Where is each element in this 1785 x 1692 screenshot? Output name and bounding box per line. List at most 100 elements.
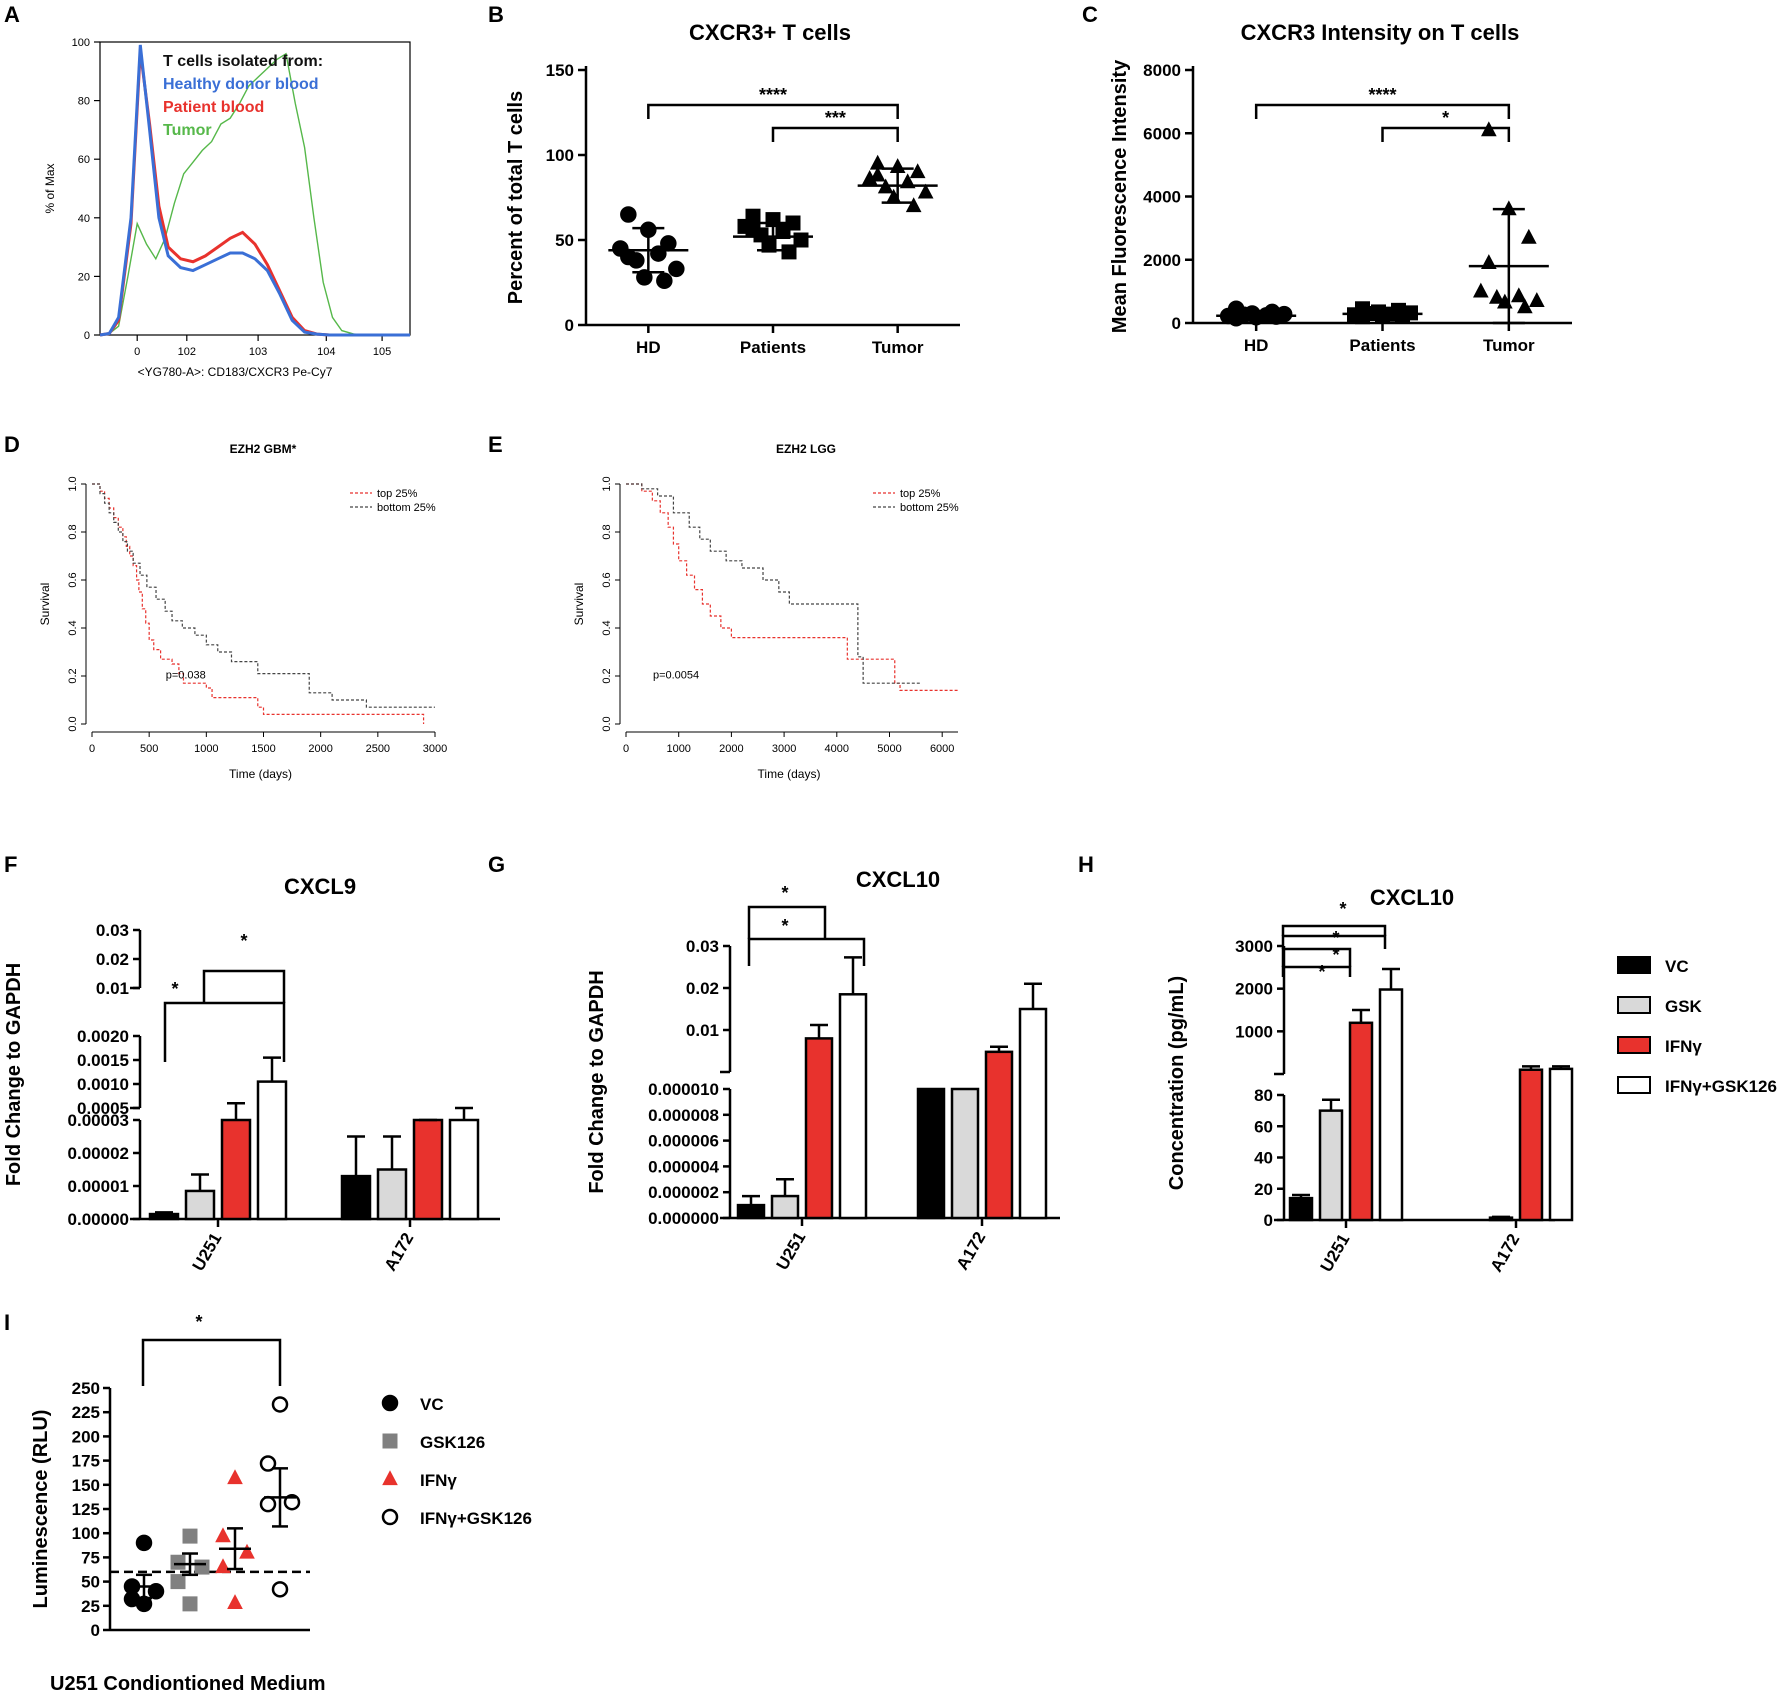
y-tick-label: 0.0005	[77, 1099, 129, 1118]
legend-entry: Tumor	[163, 122, 212, 139]
x-tick-label: 3000	[772, 743, 796, 755]
data-point	[215, 1527, 231, 1543]
x-axis-label: <YG780-A>: CD183/CXCR3 Pe-Cy7	[138, 365, 333, 379]
y-axis-label: Percent of total T cells	[505, 91, 527, 304]
chart-title: CXCL10	[1370, 885, 1454, 910]
data-point	[147, 1583, 165, 1600]
y-tick-label: 0	[91, 1621, 100, 1640]
panel-label-b: B	[488, 2, 504, 27]
y-tick-label: 40	[1254, 1149, 1273, 1168]
bar	[220, 1118, 252, 1221]
significance-bracket	[1281, 965, 1352, 977]
data-point	[775, 224, 791, 239]
y-tick-label: 0	[84, 330, 90, 342]
x-tick-label: 2000	[308, 743, 332, 755]
y-tick-label: 0.000008	[648, 1106, 719, 1125]
y-tick-label: 0.000004	[648, 1157, 719, 1176]
data-point	[668, 260, 685, 278]
y-tick-label: 0	[1264, 1211, 1273, 1230]
y-axis-label: Luminescence (RLU)	[30, 1410, 52, 1609]
x-tick-label: HD	[1244, 336, 1269, 355]
y-tick-label: 25	[81, 1597, 100, 1616]
y-tick-label: 0.0	[601, 716, 613, 731]
bar	[1348, 1021, 1374, 1222]
x-tick-label: A172	[953, 1229, 990, 1274]
legend-marker	[381, 1508, 399, 1526]
y-axis-label: Fold Change to GAPDH	[3, 963, 25, 1186]
panel-label-i: I	[4, 1310, 10, 1335]
panel-i-luminescence: 0 25 50 75 100 125 150 175 200 225 250 Luminescence…	[30, 1312, 532, 1692]
bar	[916, 1087, 946, 1220]
y-tick-label: 0	[565, 316, 574, 335]
significance-star: *	[1339, 899, 1346, 919]
x-tick-label: A172	[1487, 1231, 1524, 1276]
significance-star: *	[1332, 928, 1339, 948]
x-tick-label: 6000	[930, 743, 954, 755]
y-tick-label: 0.02	[96, 950, 129, 969]
chart-title: EZH2 LGG	[776, 442, 836, 456]
y-tick-label: 80	[78, 96, 90, 108]
data-point	[650, 245, 667, 262]
y-tick-label: 50	[81, 1573, 100, 1592]
y-tick-label: 20	[1254, 1180, 1273, 1199]
significance-bracket	[647, 103, 899, 119]
x-tick-label: 500	[140, 743, 158, 755]
x-tick-label: Patients	[1349, 336, 1415, 355]
legend-entry: IFNγ	[420, 1471, 457, 1490]
y-tick-label: 0	[1172, 314, 1181, 333]
data-point	[227, 1469, 243, 1485]
x-tick-label: 103	[249, 346, 267, 358]
y-tick-label: 0.000006	[648, 1132, 719, 1151]
y-tick-label: 0.0015	[77, 1051, 129, 1070]
significance-star: *	[240, 931, 247, 951]
y-tick-label: 6000	[1143, 124, 1181, 143]
y-tick-label: 0.03	[686, 937, 719, 956]
panel-label-d: D	[4, 432, 20, 457]
y-tick-label: 0.2	[601, 668, 613, 683]
y-axis-label: Concentration (pg/mL)	[1166, 976, 1188, 1190]
y-tick-label: 80	[1254, 1086, 1273, 1105]
y-axis-label: Survival	[572, 583, 586, 626]
significance-bracket	[1281, 934, 1387, 949]
y-tick-label: 0.000002	[648, 1183, 719, 1202]
x-tick-label: U251	[773, 1229, 810, 1274]
bar	[1018, 1007, 1048, 1220]
x-tick-label: A172	[381, 1230, 418, 1275]
histogram-line	[99, 52, 410, 336]
chart-title: CXCR3+ T cells	[689, 20, 851, 45]
y-tick-label: 200	[72, 1427, 100, 1446]
y-tick-label: 0.4	[67, 620, 79, 635]
data-point	[239, 1543, 255, 1559]
x-tick-label: 0	[623, 743, 629, 755]
survival-curve	[626, 483, 958, 692]
x-tick-label: U251	[1317, 1231, 1354, 1276]
y-tick-label: 100	[546, 146, 574, 165]
significance-bracket	[1254, 103, 1511, 119]
y-axis-label: % of Max	[43, 163, 57, 213]
bar	[1518, 1068, 1544, 1222]
legend-swatch	[1617, 996, 1651, 1014]
data-point	[1489, 288, 1505, 304]
x-axis-label: U251 Condiontioned Medium	[50, 1673, 326, 1692]
data-point	[1355, 301, 1370, 317]
data-point	[869, 166, 886, 182]
significance-star: *	[195, 1312, 202, 1332]
legend-entry: bottom 25%	[377, 502, 436, 514]
y-axis-label: Survival	[38, 583, 52, 626]
legend-entry: Healthy donor blood	[163, 76, 319, 93]
legend-entry: Patient blood	[163, 99, 264, 116]
x-tick-label: 1000	[666, 743, 690, 755]
y-tick-label: 8000	[1143, 61, 1181, 80]
data-point	[271, 1581, 289, 1598]
legend-swatch	[1617, 1036, 1651, 1054]
data-point	[620, 248, 637, 266]
y-axis-label: Mean Fluorescence Intensity	[1109, 59, 1131, 333]
bar	[736, 1203, 766, 1220]
y-tick-label: 0.6	[601, 572, 613, 587]
survival-curve	[92, 483, 435, 708]
y-axis-label: Fold Change to GAPDH	[586, 970, 608, 1193]
panel-label-a: A	[4, 2, 20, 27]
x-tick-label: 1500	[251, 743, 275, 755]
legend-title: T cells isolated from:	[163, 53, 323, 70]
